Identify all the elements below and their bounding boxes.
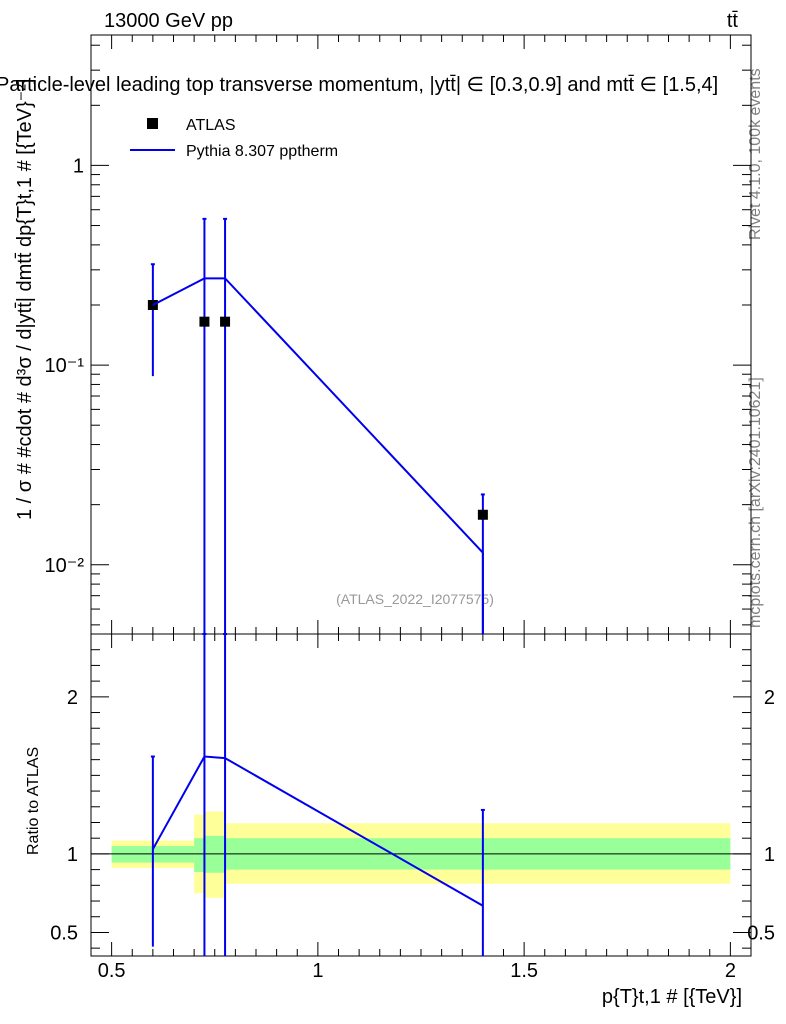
atlas-data-point [477, 509, 488, 520]
y-tick-label-ratio-right: 0.5 [747, 922, 775, 944]
legend-mc-label: Pythia 8.307 pptherm [186, 143, 338, 160]
legend-data-marker [147, 118, 158, 129]
analysis-watermark: (ATLAS_2022_I2077575) [336, 591, 494, 607]
x-tick-label: 1.5 [510, 960, 538, 982]
y-tick-label-main: 10⁻¹ [45, 355, 85, 377]
y-tick-label-main: 1 [73, 155, 84, 177]
y-tick-label-ratio-left: 0.5 [50, 922, 78, 944]
y-tick-label-ratio-left: 1 [67, 844, 78, 866]
process-label: tt̄ [727, 10, 739, 32]
ratio-mc-line [152, 755, 484, 907]
rivet-version-label: Rivet 4.1.0, 100k events [747, 68, 764, 240]
ratio-plot-frame [90, 633, 752, 957]
atlas-data-point [199, 316, 210, 327]
x-tick-label: 2 [725, 960, 736, 982]
x-tick-label: 1 [312, 960, 323, 982]
legend-data-label: ATLAS [186, 117, 236, 134]
y-tick-label-ratio-right: 2 [764, 687, 775, 709]
y-axis-label-main: 1 / σ # #cdot # d³σ / d|ytt̄| dmtt̄ dp{T… [14, 79, 36, 520]
x-axis-label: p{T}t,1 # [{TeV}] [602, 986, 742, 1008]
pythia-mc-line [152, 277, 484, 554]
x-tick-label: 0.5 [98, 960, 126, 982]
y-axis-label-ratio: Ratio to ATLAS [25, 747, 42, 855]
energy-label: 13000 GeV pp [104, 10, 233, 32]
y-tick-label-ratio-left: 2 [67, 687, 78, 709]
y-tick-label-ratio-right: 1 [764, 844, 775, 866]
mcplots-label: mcplots.cern.ch [arXiv:2401.10621] [747, 377, 764, 628]
atlas-data-point [220, 316, 231, 327]
ratio-band-inner [194, 838, 205, 872]
plot-title: Particle-level leading top transverse mo… [0, 74, 718, 96]
y-tick-label-main: 10⁻² [45, 555, 85, 577]
